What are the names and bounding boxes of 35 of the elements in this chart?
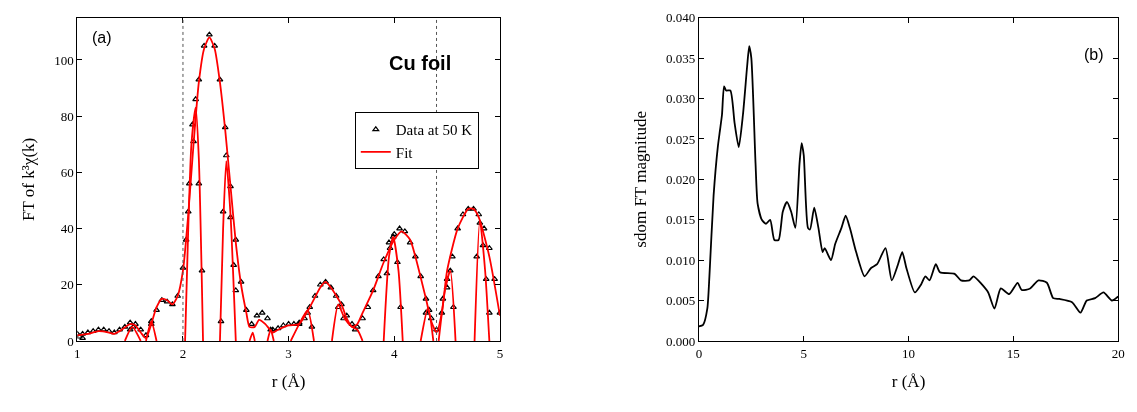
- x-tick-label: 10: [902, 345, 916, 361]
- x-tick-label: 4: [391, 345, 399, 361]
- y-tick-label: 60: [60, 164, 74, 180]
- x-tick-label: 20: [1111, 345, 1125, 361]
- x-tick-label: 5: [496, 345, 504, 361]
- x-axis-title: r (Å): [271, 371, 306, 391]
- annotation: (b): [1084, 46, 1104, 63]
- y-tick-label: 0.035: [666, 50, 696, 66]
- x-tick-label: 3: [285, 345, 292, 361]
- x-tick-label: 5: [800, 345, 807, 361]
- y-tick-label: 0.020: [666, 171, 696, 187]
- y-tick-label: 0.005: [666, 293, 696, 309]
- y-tick-label: 0.015: [666, 212, 696, 228]
- x-tick-label: 2: [179, 345, 187, 361]
- y-axis-title: sdom FT magnitude: [630, 111, 650, 248]
- y-axis-title: FT of k³χ(k): [18, 137, 38, 221]
- y-tick-label: 0: [67, 333, 74, 349]
- y-tick-label: 0.025: [666, 131, 696, 147]
- y-tick-label: 20: [60, 277, 74, 293]
- y-tick-label: 0.030: [666, 91, 696, 107]
- y-tick-label: 80: [60, 108, 74, 124]
- y-tick-label: 0.000: [666, 333, 696, 349]
- annotation: Cu foil: [389, 52, 452, 74]
- annotation: (a): [92, 29, 112, 46]
- point: [473, 253, 481, 259]
- x-tick-label: 1: [74, 345, 81, 361]
- legend-label: Data at 50 K: [395, 122, 473, 139]
- y-tick-label: 0.040: [666, 10, 696, 26]
- x-tick-label: 15: [1006, 345, 1020, 361]
- point: [198, 267, 206, 273]
- y-tick-label: 40: [60, 221, 74, 237]
- y-tick-label: 100: [54, 52, 74, 68]
- legend-label: Fit: [395, 144, 414, 161]
- y-tick-label: 0.010: [666, 252, 696, 268]
- x-axis-title: r (Å): [891, 371, 926, 391]
